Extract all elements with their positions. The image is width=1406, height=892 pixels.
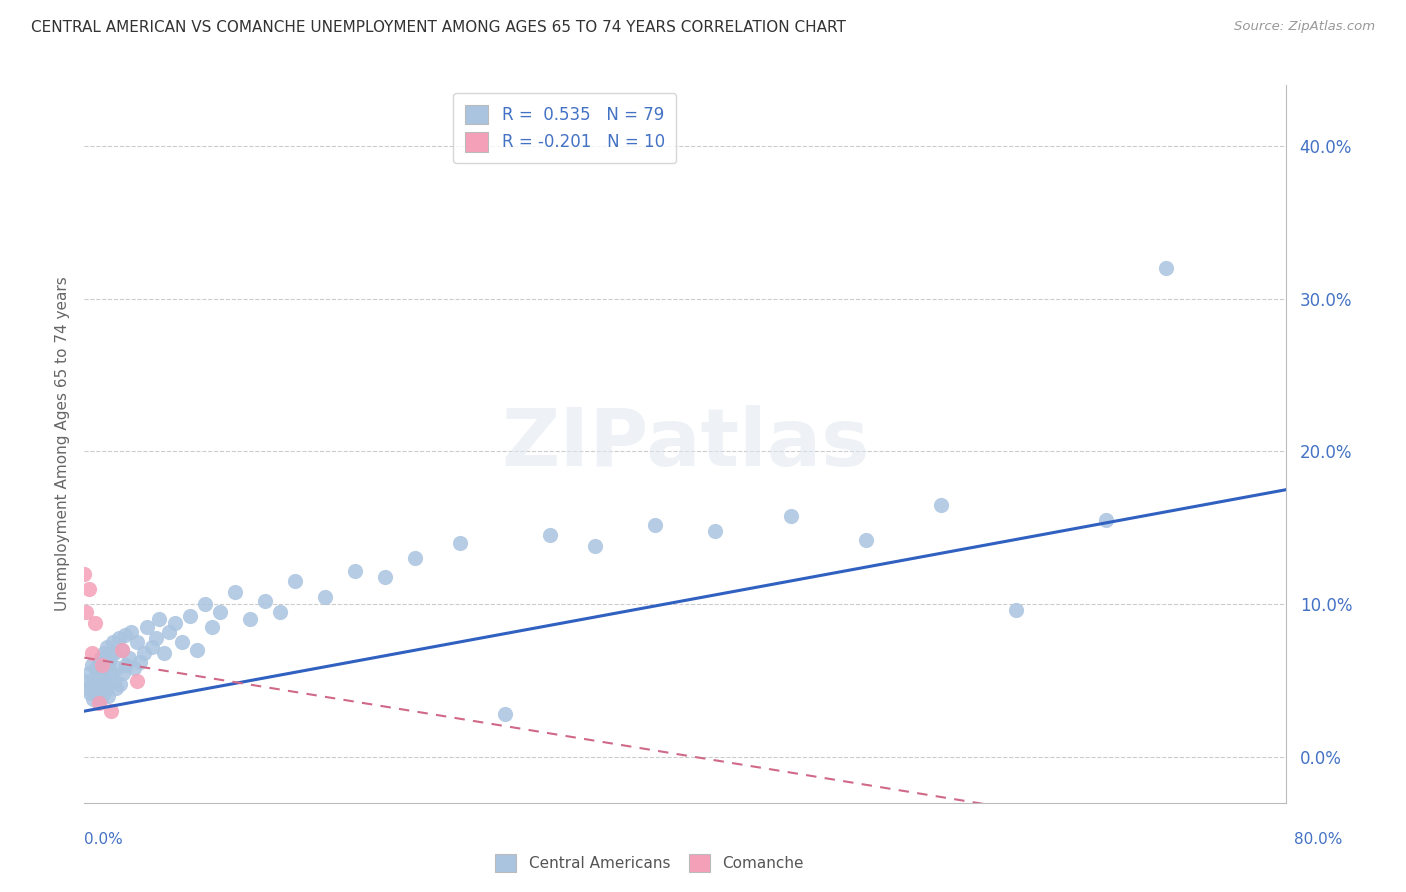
Point [96, 680, 118, 694]
Point [404, 551, 426, 566]
Point [115, 658, 138, 673]
Point [129, 655, 152, 669]
Point [855, 533, 877, 547]
Point [186, 643, 208, 657]
Point [153, 646, 176, 660]
Point [94, 671, 117, 685]
Point [141, 640, 163, 654]
Point [111, 643, 134, 657]
Point [91, 676, 114, 690]
Point [86, 678, 108, 692]
Point [90, 692, 112, 706]
Point [89, 655, 111, 669]
Point [76, 681, 98, 696]
Point [104, 681, 127, 696]
Point [77, 582, 100, 596]
Point [100, 665, 122, 680]
Point [224, 585, 246, 599]
Point [494, 707, 516, 722]
Point [103, 673, 125, 688]
Point [779, 508, 801, 523]
Point [100, 704, 122, 718]
Point [704, 524, 727, 538]
Point [93, 646, 115, 660]
Point [83, 684, 105, 698]
Point [314, 590, 336, 604]
Point [163, 615, 186, 630]
Point [82, 692, 104, 706]
Point [93, 686, 115, 700]
Point [79, 686, 101, 700]
Point [449, 536, 471, 550]
Point [644, 517, 666, 532]
Point [118, 650, 141, 665]
Text: 80.0%: 80.0% [1295, 832, 1343, 847]
Point [75, 605, 97, 619]
Point [83, 671, 105, 685]
Point [284, 574, 307, 589]
Point [112, 665, 135, 680]
Point [179, 609, 201, 624]
Point [253, 594, 276, 608]
Point [73, 566, 96, 581]
Point [374, 570, 396, 584]
Point [108, 631, 131, 645]
Point [194, 597, 217, 611]
Point [89, 665, 111, 680]
Point [929, 498, 952, 512]
Point [91, 658, 114, 673]
Point [87, 689, 110, 703]
Legend: Central Americans, Comanche: Central Americans, Comanche [489, 848, 810, 878]
Text: 0.0%: 0.0% [84, 832, 124, 847]
Point [122, 661, 145, 675]
Point [110, 676, 132, 690]
Point [120, 624, 142, 639]
Point [97, 689, 120, 703]
Point [145, 631, 167, 645]
Y-axis label: Unemployment Among Ages 65 to 74 years: Unemployment Among Ages 65 to 74 years [55, 277, 70, 611]
Text: Source: ZipAtlas.com: Source: ZipAtlas.com [1234, 20, 1375, 33]
Text: CENTRAL AMERICAN VS COMANCHE UNEMPLOYMENT AMONG AGES 65 TO 74 YEARS CORRELATION : CENTRAL AMERICAN VS COMANCHE UNEMPLOYMEN… [31, 20, 846, 35]
Point [91, 661, 114, 675]
Point [111, 643, 134, 657]
Point [114, 628, 136, 642]
Point [83, 615, 105, 630]
Point [80, 658, 103, 673]
Point [80, 646, 103, 660]
Point [107, 661, 129, 675]
Point [583, 539, 606, 553]
Point [208, 605, 231, 619]
Point [269, 605, 291, 619]
Point [90, 650, 112, 665]
Point [125, 673, 148, 688]
Point [77, 665, 100, 680]
Point [86, 661, 108, 675]
Point [89, 681, 111, 696]
Text: ZIPatlas: ZIPatlas [502, 405, 869, 483]
Point [1095, 513, 1118, 527]
Point [1005, 603, 1028, 617]
Point [125, 635, 148, 649]
Point [343, 564, 366, 578]
Point [97, 658, 120, 673]
Point [239, 612, 262, 626]
Point [148, 612, 170, 626]
Point [136, 620, 159, 634]
Point [157, 624, 180, 639]
Point [89, 697, 111, 711]
Point [1156, 261, 1178, 276]
Point [101, 635, 124, 649]
Point [80, 676, 103, 690]
Point [201, 620, 224, 634]
Point [73, 673, 96, 688]
Point [538, 528, 561, 542]
Point [103, 646, 125, 660]
Point [134, 646, 156, 660]
Point [98, 650, 121, 665]
Point [170, 635, 193, 649]
Point [96, 640, 118, 654]
